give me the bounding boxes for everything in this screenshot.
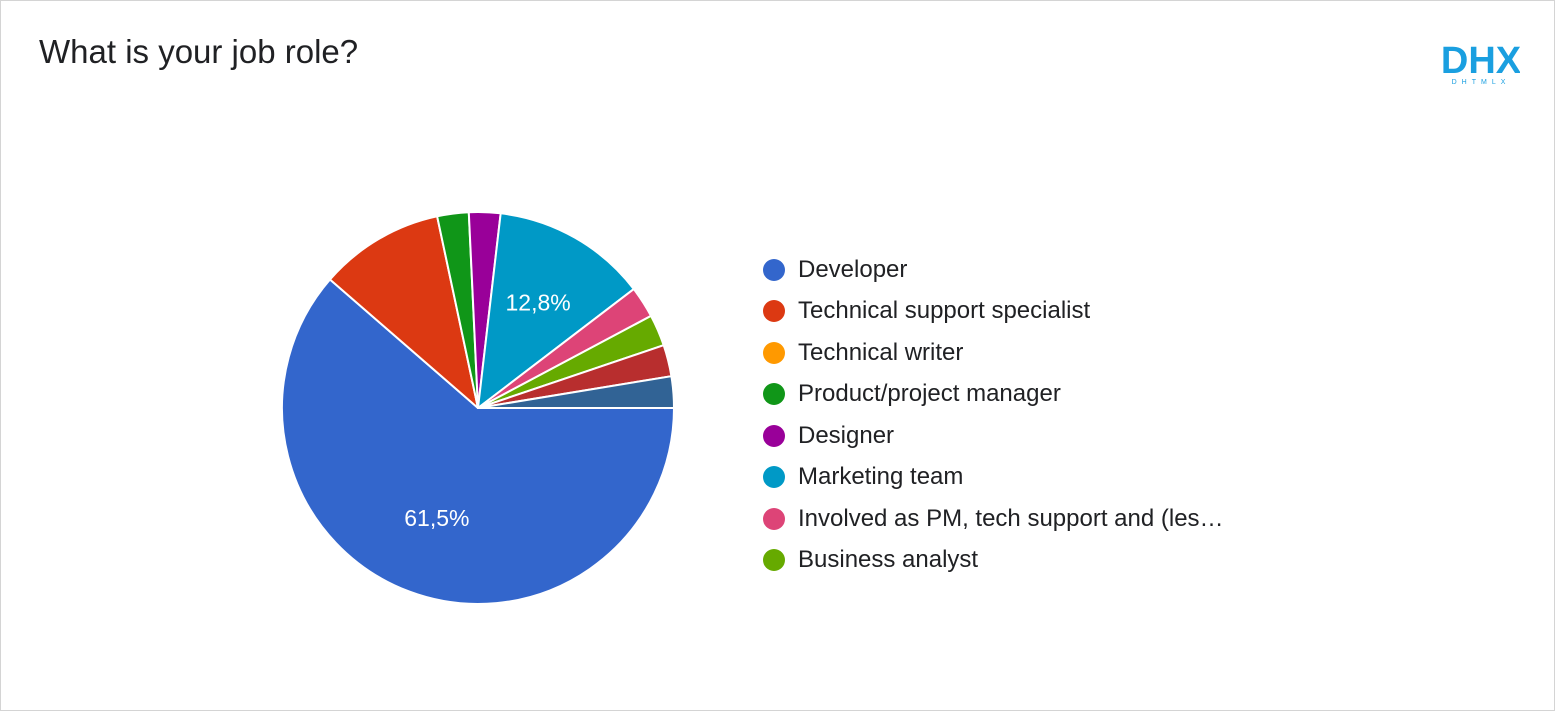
dhx-logo: DHX DHTMLX (1442, 40, 1520, 86)
legend-swatch (763, 466, 785, 489)
chart-title: What is your job role? (39, 33, 359, 70)
pie-slice (281, 278, 675, 605)
legend-item: Technical support specialist (763, 291, 1224, 333)
pie-slice-label: 12,8% (505, 289, 570, 315)
pie-slice (328, 215, 479, 409)
legend-swatch (763, 300, 785, 323)
legend-label: Involved as PM, tech support and (les… (798, 504, 1224, 532)
chart-legend: Developer Technical support specialist Tec… (763, 249, 1224, 581)
legend-swatch (763, 424, 785, 447)
legend-label: Designer (798, 421, 895, 449)
pie-slice (477, 212, 635, 409)
pie-slice (477, 375, 675, 409)
logo-subtext: DHTMLX (1452, 79, 1511, 86)
legend-label: Developer (798, 255, 908, 283)
legend-swatch (763, 507, 785, 530)
pie-slice-label: 61,5% (404, 505, 469, 531)
legend-label: Technical writer (798, 338, 964, 366)
legend-item: Designer (763, 415, 1224, 457)
legend-label: Business analyst (798, 546, 979, 574)
legend-item: Technical writer (763, 332, 1224, 374)
legend-item: Developer (763, 249, 1224, 291)
legend-item: Involved as PM, tech support and (les… (763, 498, 1224, 540)
legend-swatch (763, 549, 785, 572)
legend-label: Product/project manager (798, 380, 1061, 408)
legend-swatch (763, 341, 785, 364)
legend-item: Business analyst (763, 540, 1224, 582)
legend-item: Marketing team (763, 457, 1224, 499)
legend-label: Technical support specialist (798, 297, 1091, 325)
legend-item: Product/project manager (763, 374, 1224, 416)
legend-swatch (763, 258, 785, 281)
legend-label: Marketing team (798, 463, 964, 491)
legend-swatch (763, 383, 785, 406)
logo-text: DHX (1442, 40, 1520, 82)
